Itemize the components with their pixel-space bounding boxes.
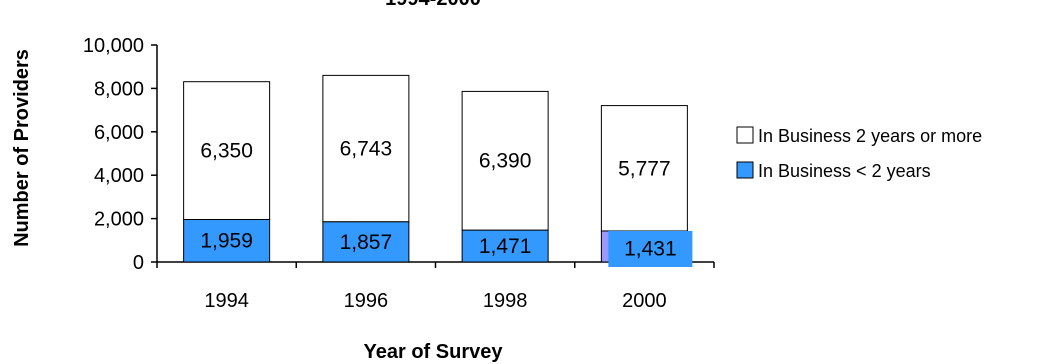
legend-swatch-2-years-or-more xyxy=(736,126,754,144)
data-label-2-years-or-more: 6,350 xyxy=(200,140,253,163)
x-axis: 1994 1996 1998 2000 xyxy=(156,261,715,312)
x-tick-label: 1998 xyxy=(483,290,528,312)
y-tick-label: 6,000 xyxy=(94,122,144,144)
data-label-2-years-or-more: 5,777 xyxy=(618,157,671,180)
bar-segment-under-2-years xyxy=(183,218,271,263)
legend-swatch-under-2-years xyxy=(736,161,754,179)
bar-segment-2-years-or-more xyxy=(183,81,271,220)
bar-segment-2-years-or-more xyxy=(461,90,549,231)
legend-label-under-2-years: In Business < 2 years xyxy=(758,161,931,181)
y-tick-label: 8,000 xyxy=(94,78,144,100)
x-tick-label: 1994 xyxy=(204,290,249,312)
y-tick-label: 10,000 xyxy=(83,35,144,57)
x-tick-label: 1996 xyxy=(344,290,389,312)
y-axis-title: Number of Providers xyxy=(11,49,33,247)
x-axis-title: Year of Survey xyxy=(364,341,504,363)
bars xyxy=(183,74,688,263)
legend-label-2-years-or-more: In Business 2 years or more xyxy=(758,126,982,146)
data-label-box xyxy=(608,230,693,267)
bar-segment-under-2-years xyxy=(461,229,549,263)
bar-segment-2-years-or-more xyxy=(600,105,688,232)
data-label-under-2-years: 1,959 xyxy=(200,230,253,253)
bar-segment-2-years-or-more xyxy=(322,74,410,223)
y-tick-label: 2,000 xyxy=(94,209,144,231)
y-axis: 0 2,000 4,000 6,000 8,000 10,000 xyxy=(83,35,158,274)
data-label-2-years-or-more: 6,743 xyxy=(340,138,393,161)
bar-segment-under-2-years xyxy=(322,221,410,263)
x-tick-label: 2000 xyxy=(622,290,667,312)
chart-title: 1994-2000 xyxy=(385,0,481,10)
data-label-under-2-years: 1,471 xyxy=(479,235,532,258)
data-labels: 6,350 1,959 6,743 1,857 6,390 1,471 5,777 1,431 xyxy=(200,138,693,267)
data-label-2-years-or-more: 6,390 xyxy=(479,150,532,173)
y-tick-label: 0 xyxy=(133,252,144,274)
data-label-under-2-years: 1,857 xyxy=(340,231,393,254)
y-tick-label: 4,000 xyxy=(94,165,144,187)
legend: In Business 2 years or more In Business … xyxy=(736,126,982,181)
data-label-under-2-years: 1,431 xyxy=(624,237,677,260)
